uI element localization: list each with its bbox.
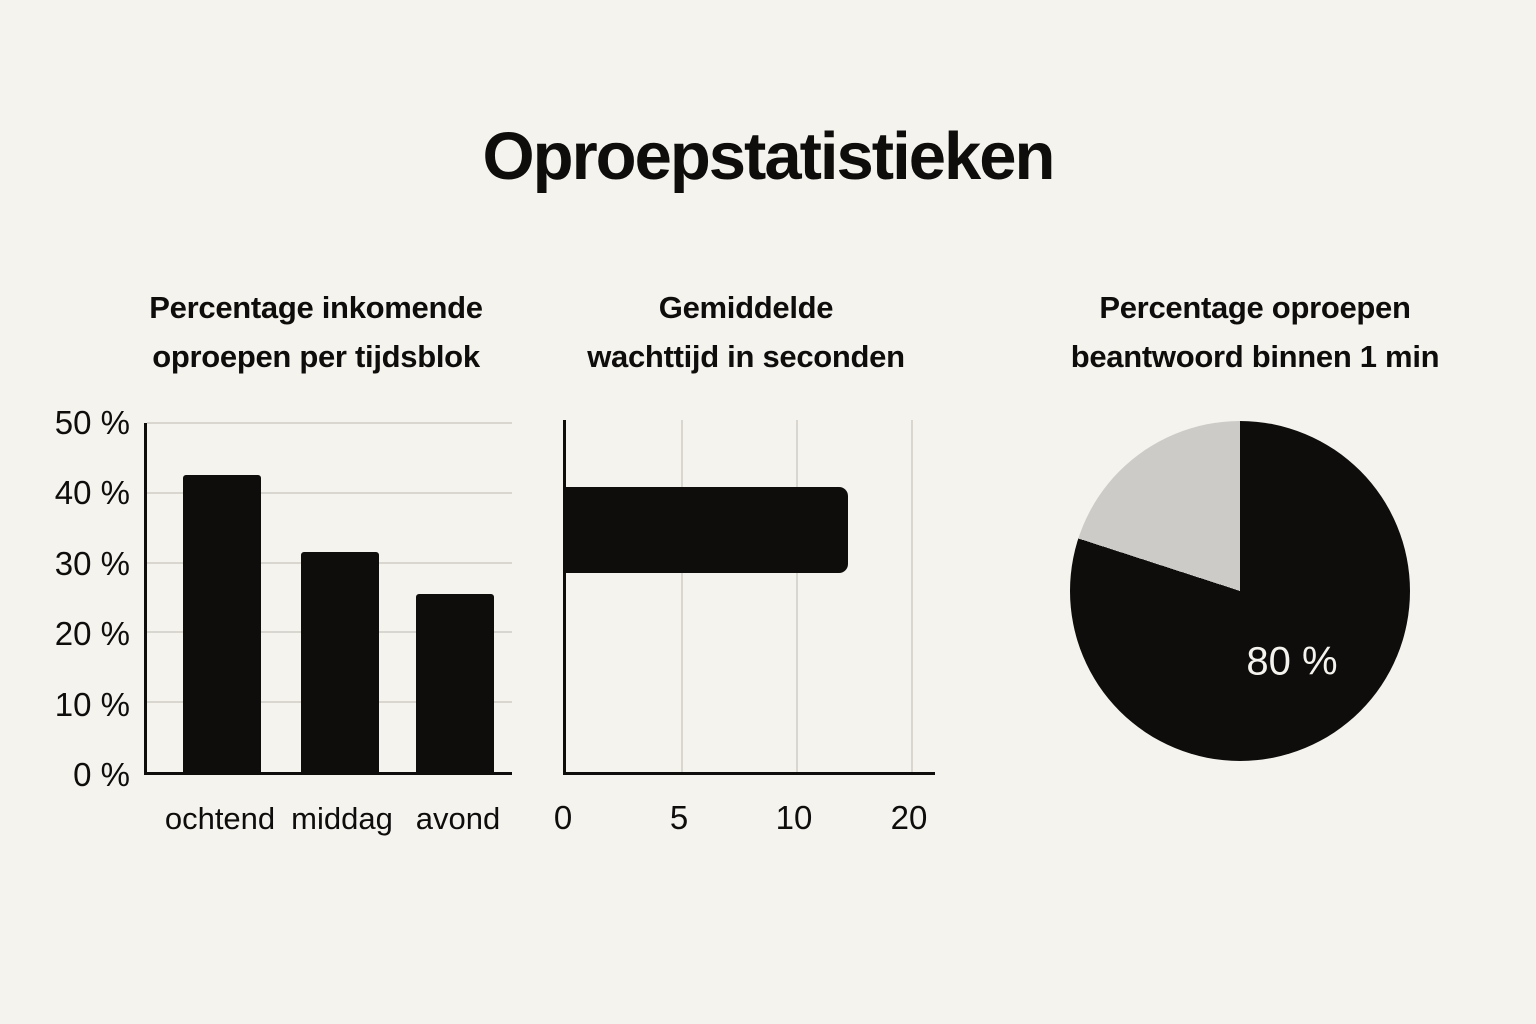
y-tick-label: 30 % — [54, 544, 130, 582]
x-tick-label: 0 — [553, 799, 573, 836]
category-label-avond: avond — [415, 801, 501, 836]
pie-slice-label: 80 % — [1246, 639, 1338, 684]
y-tick-label: 10 % — [54, 685, 130, 723]
gridline — [911, 420, 913, 772]
chart-beantwoord-title-line1: Percentage oproepen — [1099, 290, 1411, 325]
bar-avond — [416, 594, 494, 772]
chart-beantwoord-title-line2: beantwoord binnen 1 min — [1070, 339, 1440, 374]
tijdsblok-bar-plot — [144, 422, 512, 775]
chart-wachttijd-title: Gemiddelde wachttijd in seconden — [546, 283, 946, 381]
wait-time-bar — [566, 487, 848, 573]
bar-ochtend — [183, 475, 261, 772]
gridline — [796, 420, 798, 772]
gridline — [681, 420, 683, 772]
beantwoord-pie-chart: 80 % — [1070, 421, 1410, 761]
chart-beantwoord-title: Percentage oproepen beantwoord binnen 1 … — [1005, 283, 1505, 381]
chart-wachttijd-title-line1: Gemiddelde — [658, 290, 834, 325]
chart-tijdsblok-title-line2: oproepen per tijdsblok — [152, 339, 480, 374]
chart-wachttijd-title-line2: wachttijd in seconden — [587, 339, 905, 374]
x-tick-label: 10 — [775, 799, 813, 836]
chart-tijdsblok-title: Percentage inkomende oproepen per tijdsb… — [66, 283, 566, 381]
x-tick-label: 20 — [890, 799, 928, 836]
wachttijd-bar-plot — [563, 420, 935, 775]
chart-tijdsblok-title-line1: Percentage inkomende — [149, 290, 483, 325]
gridline — [147, 422, 512, 424]
tijdsblok-x-axis-labels: ochtend middag avond — [144, 801, 512, 847]
y-tick-label: 20 % — [54, 615, 130, 653]
y-tick-label: 50 % — [54, 404, 130, 441]
category-label-ochtend: ochtend — [164, 801, 276, 836]
y-tick-label: 40 % — [54, 474, 130, 512]
wachttijd-x-axis-labels: 0 5 10 20 — [554, 799, 935, 845]
bar-middag — [301, 552, 379, 772]
gridline — [147, 491, 512, 494]
tijdsblok-y-axis-labels: 50 % 40 % 30 % 20 % 10 % 0 % — [28, 404, 130, 793]
y-tick-label: 0 % — [73, 756, 130, 793]
category-label-middag: middag — [291, 801, 393, 836]
x-tick-label: 5 — [669, 799, 689, 836]
page-title: Oproepstatistieken — [482, 119, 1056, 194]
